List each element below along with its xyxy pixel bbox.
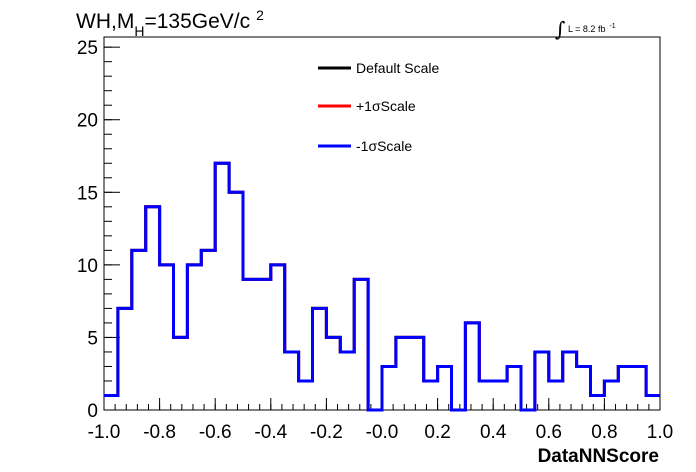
chart-title-rest: =135GeV/c — [144, 10, 250, 33]
x-tick-label: -0.6 — [199, 422, 232, 443]
x-tick-label: 0.8 — [591, 422, 617, 443]
x-tick-label: 1.0 — [647, 422, 673, 443]
lumi-integral: ∫ — [555, 17, 565, 41]
x-tick-label: -0.8 — [143, 422, 176, 443]
chart-title: WH,MH=135GeV/c 2 — [76, 7, 264, 39]
chart-title-main: WH,M — [76, 10, 134, 33]
x-tick-label: 0.6 — [536, 422, 562, 443]
legend-label-plus1sigma: +1σScale — [356, 98, 416, 114]
x-tick-label: -0.4 — [254, 422, 287, 443]
x-axis-title: DataNNScore — [538, 446, 659, 467]
axis-tick-labels: -1.0 -0.8 -0.6 -0.4 -0.2 -0.0 0.2 0.4 0.6 0.8 1.0 0… — [77, 38, 673, 443]
lumi-text: L = 8.2 fb -1 — [568, 23, 616, 34]
y-tick-label: 10 — [77, 256, 98, 277]
y-tick-label: 20 — [77, 111, 98, 132]
legend: Default Scale +1σScale -1σScale — [318, 60, 439, 154]
x-tick-label: -1.0 — [88, 422, 121, 443]
y-tick-label: 0 — [87, 401, 98, 422]
lumi-label: L = 8.2 fb — [568, 24, 605, 34]
y-tick-label: 25 — [77, 38, 98, 59]
x-tick-label: 0.4 — [480, 422, 507, 443]
x-tick-label: -0.0 — [366, 422, 399, 443]
legend-label-default: Default Scale — [356, 60, 439, 76]
series-minus1sigma-scale — [104, 161, 660, 412]
y-tick-label: 5 — [87, 328, 98, 349]
x-tick-label: 0.2 — [424, 422, 450, 443]
x-tick-label: -0.2 — [310, 422, 343, 443]
lumi-sup: -1 — [609, 23, 615, 30]
legend-label-minus1sigma: -1σScale — [356, 138, 412, 154]
axis-ticks — [103, 46, 661, 411]
chart-title-sup: 2 — [256, 7, 264, 23]
y-tick-label: 15 — [77, 183, 98, 204]
series-group — [104, 161, 660, 412]
chart-title-sub: H — [134, 23, 144, 39]
